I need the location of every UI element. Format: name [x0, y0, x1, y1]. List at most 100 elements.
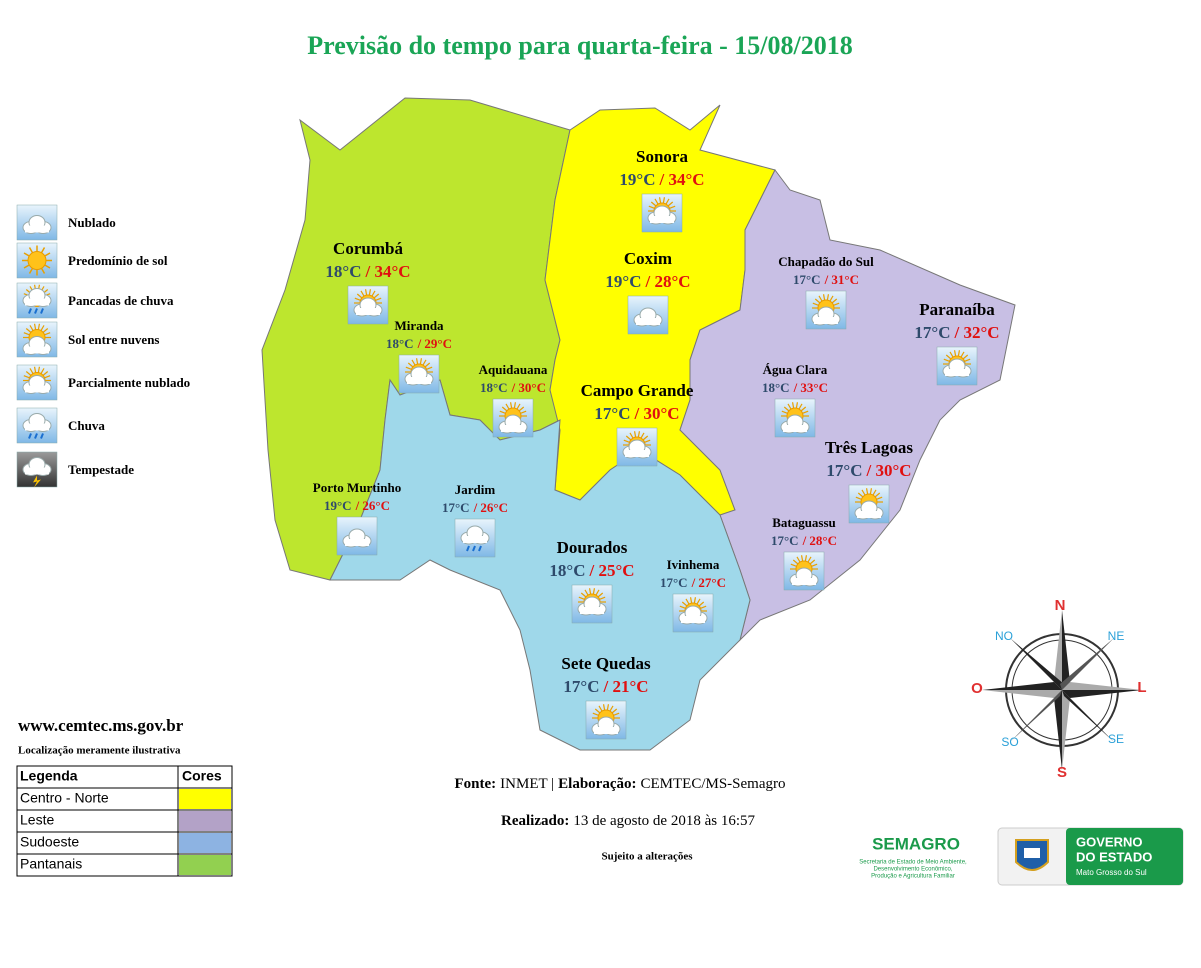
sun-ray — [953, 350, 957, 357]
semagro-sub: Produção e Agricultura Familiar — [871, 874, 955, 880]
cloud — [857, 511, 881, 518]
sun-ray — [804, 555, 808, 562]
sun-ray — [642, 435, 649, 441]
weather-icon — [627, 295, 669, 335]
weather-icon — [398, 354, 440, 394]
disclaimer: Sujeito a alterações — [601, 851, 693, 863]
legend-swatch — [179, 789, 231, 809]
sun-ray — [594, 708, 601, 714]
temp-max: / 30°C — [511, 380, 546, 395]
sun-ray — [623, 439, 630, 443]
city-temps: 18°C/ 33°C — [762, 380, 828, 395]
sun-ray — [633, 431, 637, 438]
sun-ray — [669, 205, 676, 209]
legend-row-label: Sudoeste — [20, 834, 79, 850]
sun-ray — [855, 496, 862, 500]
cloud — [594, 727, 618, 734]
sun-ray — [588, 588, 592, 595]
sun-ray — [679, 605, 686, 609]
sun-ray — [520, 410, 527, 414]
weather-icon — [336, 516, 378, 556]
weather-icon — [848, 484, 890, 524]
sun-ray — [783, 406, 790, 412]
temp-min: 17°C — [793, 272, 821, 287]
temp-min: 18°C — [549, 561, 585, 580]
weather-icon — [571, 584, 613, 624]
temp-min: 17°C — [660, 575, 688, 590]
temp-min: 17°C — [442, 500, 470, 515]
weather-icon — [641, 193, 683, 233]
rain — [40, 433, 44, 439]
cloud — [25, 225, 49, 233]
sun-ray — [698, 601, 705, 607]
sun-ray — [826, 294, 830, 301]
cloud — [636, 318, 660, 325]
temp-max: / 29°C — [417, 336, 452, 351]
sun-ray — [584, 589, 589, 596]
cloud — [625, 450, 649, 457]
rain — [466, 545, 470, 552]
sun-ray — [505, 403, 510, 410]
cloud — [25, 346, 49, 354]
city-temps: 18°C/ 29°C — [386, 336, 452, 351]
sun-ray — [637, 431, 641, 438]
sun-ray — [419, 358, 423, 365]
weather-icon — [783, 551, 825, 591]
sun-ray — [665, 198, 670, 205]
temp-max: / 28°C — [645, 272, 691, 291]
semagro-sub: Secretaria de Estado de Meio Ambiente, — [859, 860, 967, 866]
rain — [34, 433, 38, 439]
city-temps: 17°C/ 28°C — [771, 533, 837, 548]
sun-ray — [685, 598, 690, 605]
sun-ray — [681, 601, 688, 607]
city-temps: 17°C/ 31°C — [793, 272, 859, 287]
sun-ray — [964, 358, 971, 362]
sun-ray — [949, 351, 954, 358]
sun-ray — [518, 406, 525, 412]
cloud — [792, 578, 816, 585]
icon-tile — [936, 346, 978, 386]
cloud — [345, 539, 369, 546]
legend-row-label: Leste — [20, 812, 54, 828]
temp-max: / 30°C — [866, 461, 912, 480]
gov-sub: Mato Grosso do Sul — [1076, 868, 1147, 877]
sun — [27, 251, 47, 270]
city-name: Jardim — [455, 482, 496, 497]
temp-min: 17°C — [914, 323, 950, 342]
weather-icon — [16, 204, 58, 241]
temp-max: / 33°C — [793, 380, 828, 395]
sun-ray — [356, 293, 363, 299]
cloud — [25, 298, 49, 306]
sun-ray — [613, 712, 620, 716]
sun-ray — [629, 432, 634, 439]
sun-ray — [42, 371, 49, 376]
city-temps: 17°C/ 27°C — [660, 575, 726, 590]
legend-swatch — [179, 855, 231, 875]
city-name: Coxim — [624, 249, 672, 268]
sun-ray — [598, 705, 603, 712]
sun-ray — [426, 366, 433, 370]
sun-ray — [44, 332, 51, 336]
temp-max: / 34°C — [365, 262, 411, 281]
city-temps: 17°C/ 32°C — [914, 323, 999, 342]
bolt — [33, 475, 41, 488]
city-name: Corumbá — [333, 239, 403, 258]
city-temps: 17°C/ 21°C — [563, 677, 648, 696]
weather-icon — [16, 242, 58, 279]
sun-ray — [869, 488, 873, 495]
sun-ray — [861, 489, 866, 496]
sun-ray — [509, 402, 513, 409]
sun-ray — [29, 325, 34, 331]
sun-ray — [812, 302, 819, 306]
cloud — [25, 423, 49, 431]
weather-icon — [585, 700, 627, 740]
government-logo: GOVERNO DO ESTADO Mato Grosso do Sul — [997, 827, 1184, 886]
sun-ray — [422, 359, 427, 366]
rain — [34, 308, 38, 314]
sun-ray — [40, 325, 45, 331]
sun-ray — [595, 589, 600, 596]
source: Fonte: INMET | Elaboração: CEMTEC/MS-Semagr… — [455, 776, 786, 792]
sun-ray — [798, 403, 803, 410]
sun-ray — [40, 368, 45, 374]
